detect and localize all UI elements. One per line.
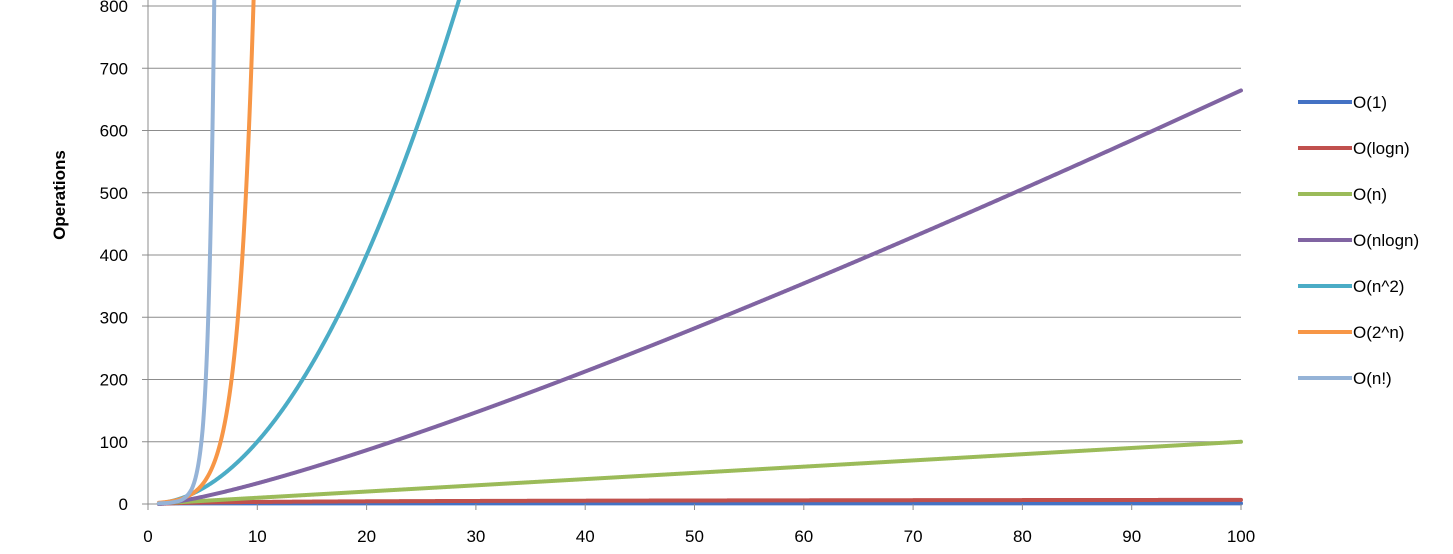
x-tick-label-80: 80 — [1013, 527, 1032, 546]
legend-label-0: O(1) — [1353, 93, 1387, 112]
y-axis-label: Operations — [50, 150, 69, 240]
y-tick-label-500: 500 — [100, 184, 128, 203]
legend-label-1: O(logn) — [1353, 139, 1410, 158]
axes — [147, 0, 1241, 505]
legend-label-5: O(2^n) — [1353, 323, 1404, 342]
y-tick-label-400: 400 — [100, 246, 128, 265]
y-tick-label-600: 600 — [100, 122, 128, 141]
x-tick-label-50: 50 — [685, 527, 704, 546]
x-tick-label-40: 40 — [576, 527, 595, 546]
x-tick-label-0: 0 — [143, 527, 152, 546]
legend-label-2: O(n) — [1353, 185, 1387, 204]
legend: O(1) O(logn) O(n) O(nlogn) O(n^2) O(2^n) O(n!) — [1298, 93, 1419, 388]
legend-label-6: O(n!) — [1353, 369, 1392, 388]
gridlines — [148, 5, 1241, 443]
legend-label-3: O(nlogn) — [1353, 231, 1419, 250]
series-line-1 — [156, 497, 1243, 506]
series-line-4 — [156, 0, 462, 506]
y-tick-label-100: 100 — [100, 433, 128, 452]
series-lines — [156, 0, 1243, 506]
x-tick-label-70: 70 — [904, 527, 923, 546]
x-tick-label-100: 100 — [1227, 527, 1255, 546]
series-line-2 — [156, 439, 1243, 506]
x-tick-label-60: 60 — [794, 527, 813, 546]
x-tick-label-90: 90 — [1122, 527, 1141, 546]
y-tick-label-700: 700 — [100, 59, 128, 78]
series-line-3 — [156, 88, 1243, 506]
x-tick-label-20: 20 — [357, 527, 376, 546]
x-tick-label-30: 30 — [466, 527, 485, 546]
y-tick-label-300: 300 — [100, 308, 128, 327]
tick-labels: 0 100 200 300 400 500 600 700 800 0 10 20 30 40 50 60 70… — [100, 0, 1256, 546]
y-tick-label-200: 200 — [100, 371, 128, 390]
x-tick-label-10: 10 — [248, 527, 267, 546]
series-line-6 — [156, 0, 217, 506]
y-tick-label-800: 800 — [100, 0, 128, 16]
y-tick-label-0: 0 — [119, 495, 128, 514]
legend-label-4: O(n^2) — [1353, 277, 1404, 296]
